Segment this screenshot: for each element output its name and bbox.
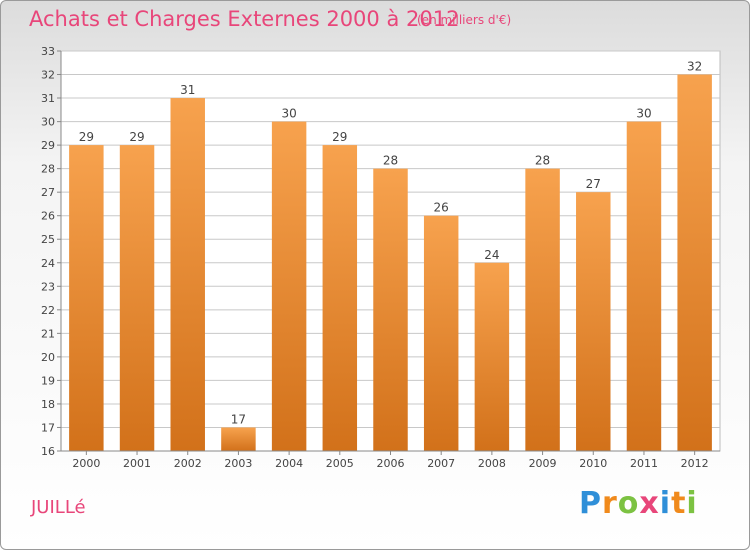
- x-tick-label: 2007: [427, 457, 455, 470]
- y-tick-label: 26: [41, 210, 55, 223]
- y-tick-label: 25: [41, 233, 55, 246]
- logo-letter: r: [602, 486, 618, 521]
- bar: [525, 168, 560, 451]
- x-tick-label: 2002: [174, 457, 202, 470]
- x-tick-label: 2001: [123, 457, 151, 470]
- y-tick-label: 30: [41, 116, 55, 129]
- data-label: 28: [383, 154, 398, 168]
- logo-letter: t: [671, 486, 687, 521]
- data-label: 29: [79, 130, 94, 144]
- y-tick-label: 29: [41, 139, 55, 152]
- x-tick-label: 2004: [275, 457, 303, 470]
- bar: [423, 215, 459, 451]
- data-label: 26: [434, 201, 449, 215]
- data-label: 29: [332, 130, 347, 144]
- data-label: 17: [231, 412, 246, 426]
- data-label: 30: [636, 107, 651, 121]
- x-tick-label: 2012: [681, 457, 709, 470]
- y-tick-label: 28: [41, 163, 55, 176]
- y-tick-label: 27: [41, 186, 55, 199]
- bar: [119, 145, 155, 451]
- logo-letter: i: [659, 486, 672, 521]
- x-tick-label: 2011: [630, 457, 658, 470]
- bar: [322, 145, 358, 451]
- data-label: 31: [180, 83, 195, 97]
- x-tick-label: 2009: [529, 457, 557, 470]
- x-tick-label: 2000: [72, 457, 100, 470]
- logo-letter: x: [639, 486, 660, 521]
- data-label: 28: [535, 154, 550, 168]
- bar: [677, 74, 712, 451]
- x-tick-label: 2006: [377, 457, 405, 470]
- bar: [576, 192, 611, 452]
- bar: [474, 262, 510, 451]
- data-label: 29: [129, 130, 144, 144]
- y-tick-label: 20: [41, 351, 55, 364]
- bar: [221, 427, 256, 451]
- data-label: 30: [281, 107, 296, 121]
- x-tick-label: 2008: [478, 457, 506, 470]
- y-tick-label: 17: [41, 421, 55, 434]
- y-tick-label: 21: [41, 327, 55, 340]
- logo-letter: i: [686, 486, 698, 521]
- chart-unit-note: (en milliers d'€): [417, 13, 512, 27]
- y-tick-label: 19: [41, 374, 55, 387]
- x-tick-label: 2005: [326, 457, 354, 470]
- logo-letter: P: [579, 486, 602, 521]
- y-tick-label: 31: [41, 92, 55, 105]
- y-tick-label: 24: [41, 257, 55, 270]
- y-tick-label: 22: [41, 304, 55, 317]
- y-tick-label: 18: [41, 398, 55, 411]
- y-tick-label: 23: [41, 280, 55, 293]
- x-tick-label: 2010: [579, 457, 607, 470]
- y-tick-label: 32: [41, 69, 55, 82]
- bar: [373, 168, 408, 451]
- y-tick-label: 33: [41, 45, 55, 58]
- data-label: 24: [484, 248, 499, 262]
- commune-name: JUILLé: [31, 497, 86, 518]
- bar: [271, 121, 307, 452]
- bar: [626, 121, 662, 452]
- proxiti-logo[interactable]: Proxiti: [579, 486, 698, 521]
- bar: [69, 145, 104, 451]
- data-label: 32: [687, 60, 702, 74]
- logo-letter: o: [617, 486, 640, 521]
- chart-title: Achats et Charges Externes 2000 à 2012: [29, 7, 460, 31]
- y-tick-label: 16: [41, 445, 55, 458]
- bar: [170, 98, 205, 451]
- data-label: 27: [586, 177, 601, 191]
- x-tick-label: 2003: [224, 457, 252, 470]
